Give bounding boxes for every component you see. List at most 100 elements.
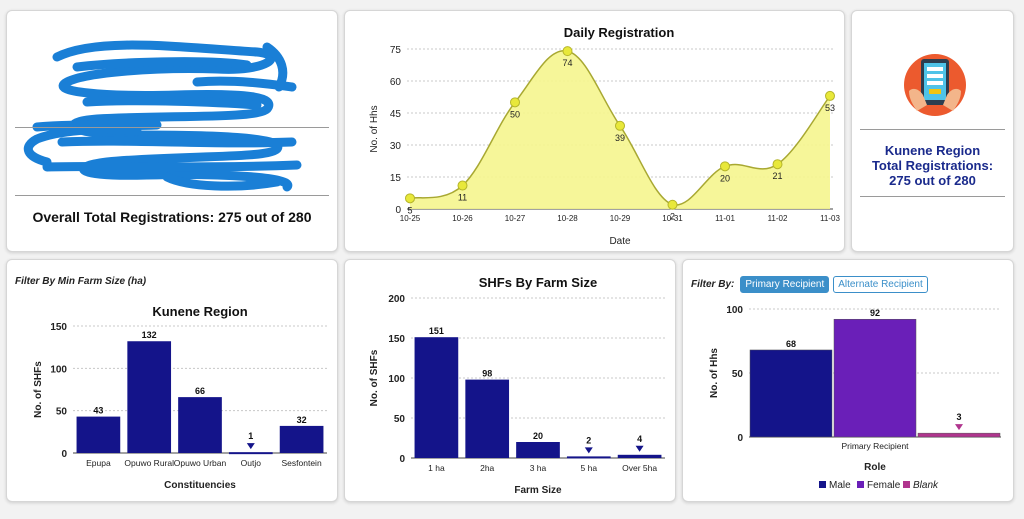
bar — [566, 456, 611, 459]
data-point — [825, 90, 835, 101]
data-label: 43 — [93, 406, 103, 416]
data-point — [667, 199, 678, 210]
data-label: 132 — [142, 330, 157, 340]
role-filter-label: Filter By: — [691, 279, 735, 290]
data-label: 74 — [562, 58, 572, 68]
kunene-total-text: Kunene Region Total Registrations: 275 o… — [856, 143, 1009, 188]
data-point — [510, 97, 520, 108]
x-tick-label: Outjo — [241, 458, 262, 468]
data-label: 92 — [870, 308, 880, 318]
daily-registration-chart: 0 15 30 45 60 75 Daily Registration No. of Hhs D… — [369, 25, 840, 247]
data-label: 66 — [195, 386, 205, 396]
y-tick-label: 50 — [56, 407, 68, 418]
total-registrations-label: Total Registrations: — [871, 158, 994, 173]
y-tick-label: 0 — [61, 449, 67, 460]
divider-top — [15, 127, 329, 128]
data-point — [562, 46, 573, 57]
x-axis-label: Constituencies — [164, 480, 236, 491]
y-tick-label: 150 — [388, 334, 405, 345]
x-tick-label: 10-26 — [452, 214, 473, 223]
y-tick-label: 100 — [726, 305, 743, 316]
legend-swatch — [819, 481, 826, 488]
x-tick-label: 10-31 — [662, 214, 683, 223]
total-registrations-value: 275 out of 280 — [889, 173, 976, 188]
data-point — [720, 161, 730, 172]
x-tick-label: 11-02 — [768, 214, 788, 223]
role-filter-bar: Filter By: Primary Recipient Alternate R… — [691, 276, 928, 293]
legend-swatch — [857, 481, 864, 488]
x-tick-label: 11-03 — [820, 214, 840, 223]
farm-size-chart: 0 50 100 150 200 SHFs By Farm Size No. of SHFs… — [369, 275, 665, 496]
y-tick-label: 100 — [50, 364, 67, 375]
x-tick-label: 10-28 — [557, 214, 578, 223]
x-tick-label: 5 ha — [581, 463, 598, 473]
x-tick-label: 1 ha — [428, 463, 445, 473]
x-tick-label: Opuwo Urban — [174, 458, 227, 468]
x-tick-label: Sesfontein — [282, 458, 322, 468]
data-label: 5 — [407, 205, 412, 215]
data-label: 53 — [825, 103, 835, 113]
y-tick-label: 60 — [390, 77, 402, 88]
farm-size-filter-label[interactable]: Filter By Min Farm Size (ha) — [15, 276, 147, 287]
kunene-total-card: Kunene Region Total Registrations: 275 o… — [851, 10, 1014, 252]
y-tick-label: 0 — [399, 454, 405, 465]
chart-title: Daily Registration — [564, 25, 675, 40]
data-point — [457, 180, 468, 191]
y-tick-label: 75 — [390, 45, 402, 56]
divider-bottom — [15, 195, 329, 196]
y-tick-label: 50 — [394, 414, 406, 425]
bar — [414, 337, 459, 458]
data-point — [772, 159, 783, 170]
x-tick-label: Opuwo Rural — [124, 458, 174, 468]
tablet-registration-icon — [904, 54, 966, 116]
divider-bottom — [860, 196, 1005, 197]
data-label: 4 — [637, 434, 642, 444]
x-tick-label: 10-29 — [610, 214, 631, 223]
divider-top — [860, 129, 1005, 130]
primary-recipient-button[interactable]: Primary Recipient — [740, 276, 830, 293]
bar — [917, 432, 1001, 438]
data-label: 20 — [533, 431, 543, 441]
alternate-recipient-button[interactable]: Alternate Recipient — [833, 276, 928, 293]
data-label: 2 — [586, 435, 591, 445]
y-tick-label: 200 — [388, 294, 405, 305]
bar — [516, 442, 560, 458]
x-tick-label: 2ha — [480, 463, 494, 473]
y-axis-label: No. of Hhs — [709, 348, 720, 398]
bar — [749, 349, 833, 438]
bar — [833, 318, 917, 438]
data-point — [405, 193, 415, 204]
bar-marker — [584, 447, 593, 454]
legend-label: Female — [867, 480, 901, 491]
data-label: 32 — [297, 415, 307, 425]
constituency-chart: 0 50 100 150 Kunene Region No. of SHFs Constit… — [33, 304, 327, 491]
bar-marker — [246, 443, 255, 450]
x-tick-label: 11-01 — [715, 214, 735, 223]
role-chart: 0 50 100 No. of Hhs Role 68 92 3 Primary Recipie… — [709, 305, 1001, 491]
y-tick-label: 45 — [390, 109, 402, 120]
y-tick-label: 50 — [732, 369, 744, 380]
x-axis-label: Role — [864, 462, 886, 473]
data-label: 3 — [956, 412, 961, 422]
bar — [228, 452, 273, 455]
bar — [279, 425, 324, 453]
role-card: Filter By: Primary Recipient Alternate R… — [682, 259, 1014, 502]
overall-total-text: Overall Total Registrations: 275 out of … — [32, 209, 312, 225]
data-label: 98 — [482, 369, 492, 379]
x-tick-label: 3 ha — [530, 463, 547, 473]
legend-label: Blank — [913, 480, 939, 491]
y-tick-label: 15 — [390, 173, 402, 184]
data-label: 2 — [670, 212, 675, 222]
constituency-card: Filter By Min Farm Size (ha) 0 50 100 150 Ku… — [6, 259, 338, 502]
y-tick-label: 100 — [388, 374, 405, 385]
legend-swatch — [903, 481, 910, 488]
legend-label: Male — [829, 480, 851, 491]
y-axis-label: No. of SHFs — [369, 349, 380, 406]
bar-marker — [955, 424, 963, 431]
kunene-region-label: Kunene Region — [884, 143, 981, 158]
data-label: 21 — [772, 171, 782, 181]
data-label: 68 — [786, 339, 796, 349]
y-tick-label: 0 — [395, 205, 401, 216]
data-label: 20 — [720, 173, 730, 183]
bar — [465, 379, 510, 458]
